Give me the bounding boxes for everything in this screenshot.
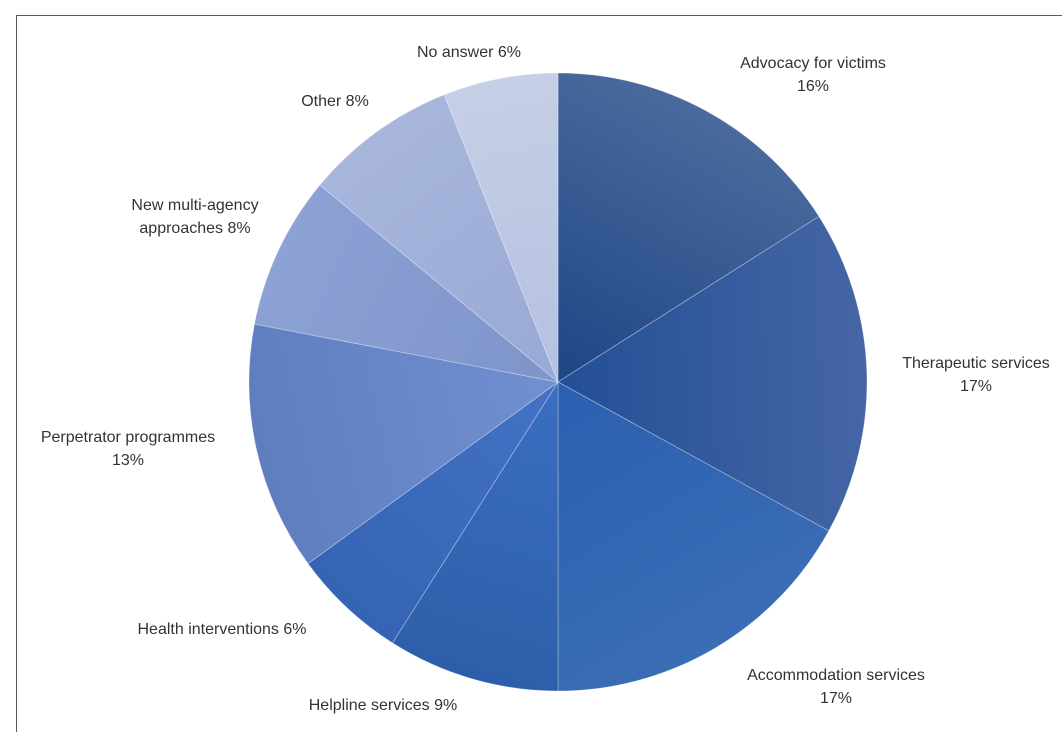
pie-slice-advocacy-for-victims (557, 72, 820, 383)
slice-label-line: approaches 8% (139, 220, 250, 237)
slice-label-accommodation-services: Accommodation services 17% (747, 667, 925, 707)
pie-slice-new-multi-agency-approaches (254, 184, 559, 383)
pie-slice-perpetrator-programmes (248, 323, 559, 565)
slice-label-line: Perpetrator programmes (41, 429, 215, 446)
slice-label-line: 13% (112, 452, 144, 469)
chart-frame (16, 15, 1062, 732)
pie-labels: Advocacy for victims 16% Therapeutic servi… (41, 44, 1050, 714)
slice-label-therapeutic-services: Therapeutic services 17% (902, 355, 1050, 395)
slice-label-other: Other 8% (301, 93, 369, 110)
slice-label-advocacy-for-victims: Advocacy for victims 16% (740, 55, 886, 95)
slice-label-line: Advocacy for victims (740, 55, 886, 72)
slice-label-perpetrator-programmes: Perpetrator programmes 13% (41, 429, 215, 469)
pie-slice-accommodation-services (557, 381, 830, 692)
slice-label-line: New multi-agency (131, 197, 258, 214)
slice-label-health-interventions: Health interventions 6% (138, 621, 307, 638)
slice-label-line: Accommodation services (747, 667, 925, 684)
pie-slice-therapeutic-services (557, 215, 868, 532)
pie-slice-no-answer (443, 72, 559, 383)
slice-label-line: Helpline services 9% (309, 697, 458, 714)
slice-label-line: 16% (797, 78, 829, 95)
pie-slices (248, 72, 868, 692)
slice-label-line: No answer 6% (417, 44, 521, 61)
pie-slice-helpline-services (391, 380, 559, 692)
slice-label-line: 17% (820, 690, 852, 707)
pie-slice-health-interventions (307, 381, 559, 644)
pie-slice-other (319, 94, 559, 383)
slice-label-line: Therapeutic services (902, 355, 1050, 372)
slice-label-no-answer: No answer 6% (417, 44, 521, 61)
slice-label-helpline-services: Helpline services 9% (309, 697, 458, 714)
slice-label-line: Other 8% (301, 93, 369, 110)
slice-label-line: Health interventions 6% (138, 621, 307, 638)
slice-label-new-multi-agency-approaches: New multi-agency approaches 8% (131, 197, 258, 237)
slice-label-line: 17% (960, 378, 992, 395)
